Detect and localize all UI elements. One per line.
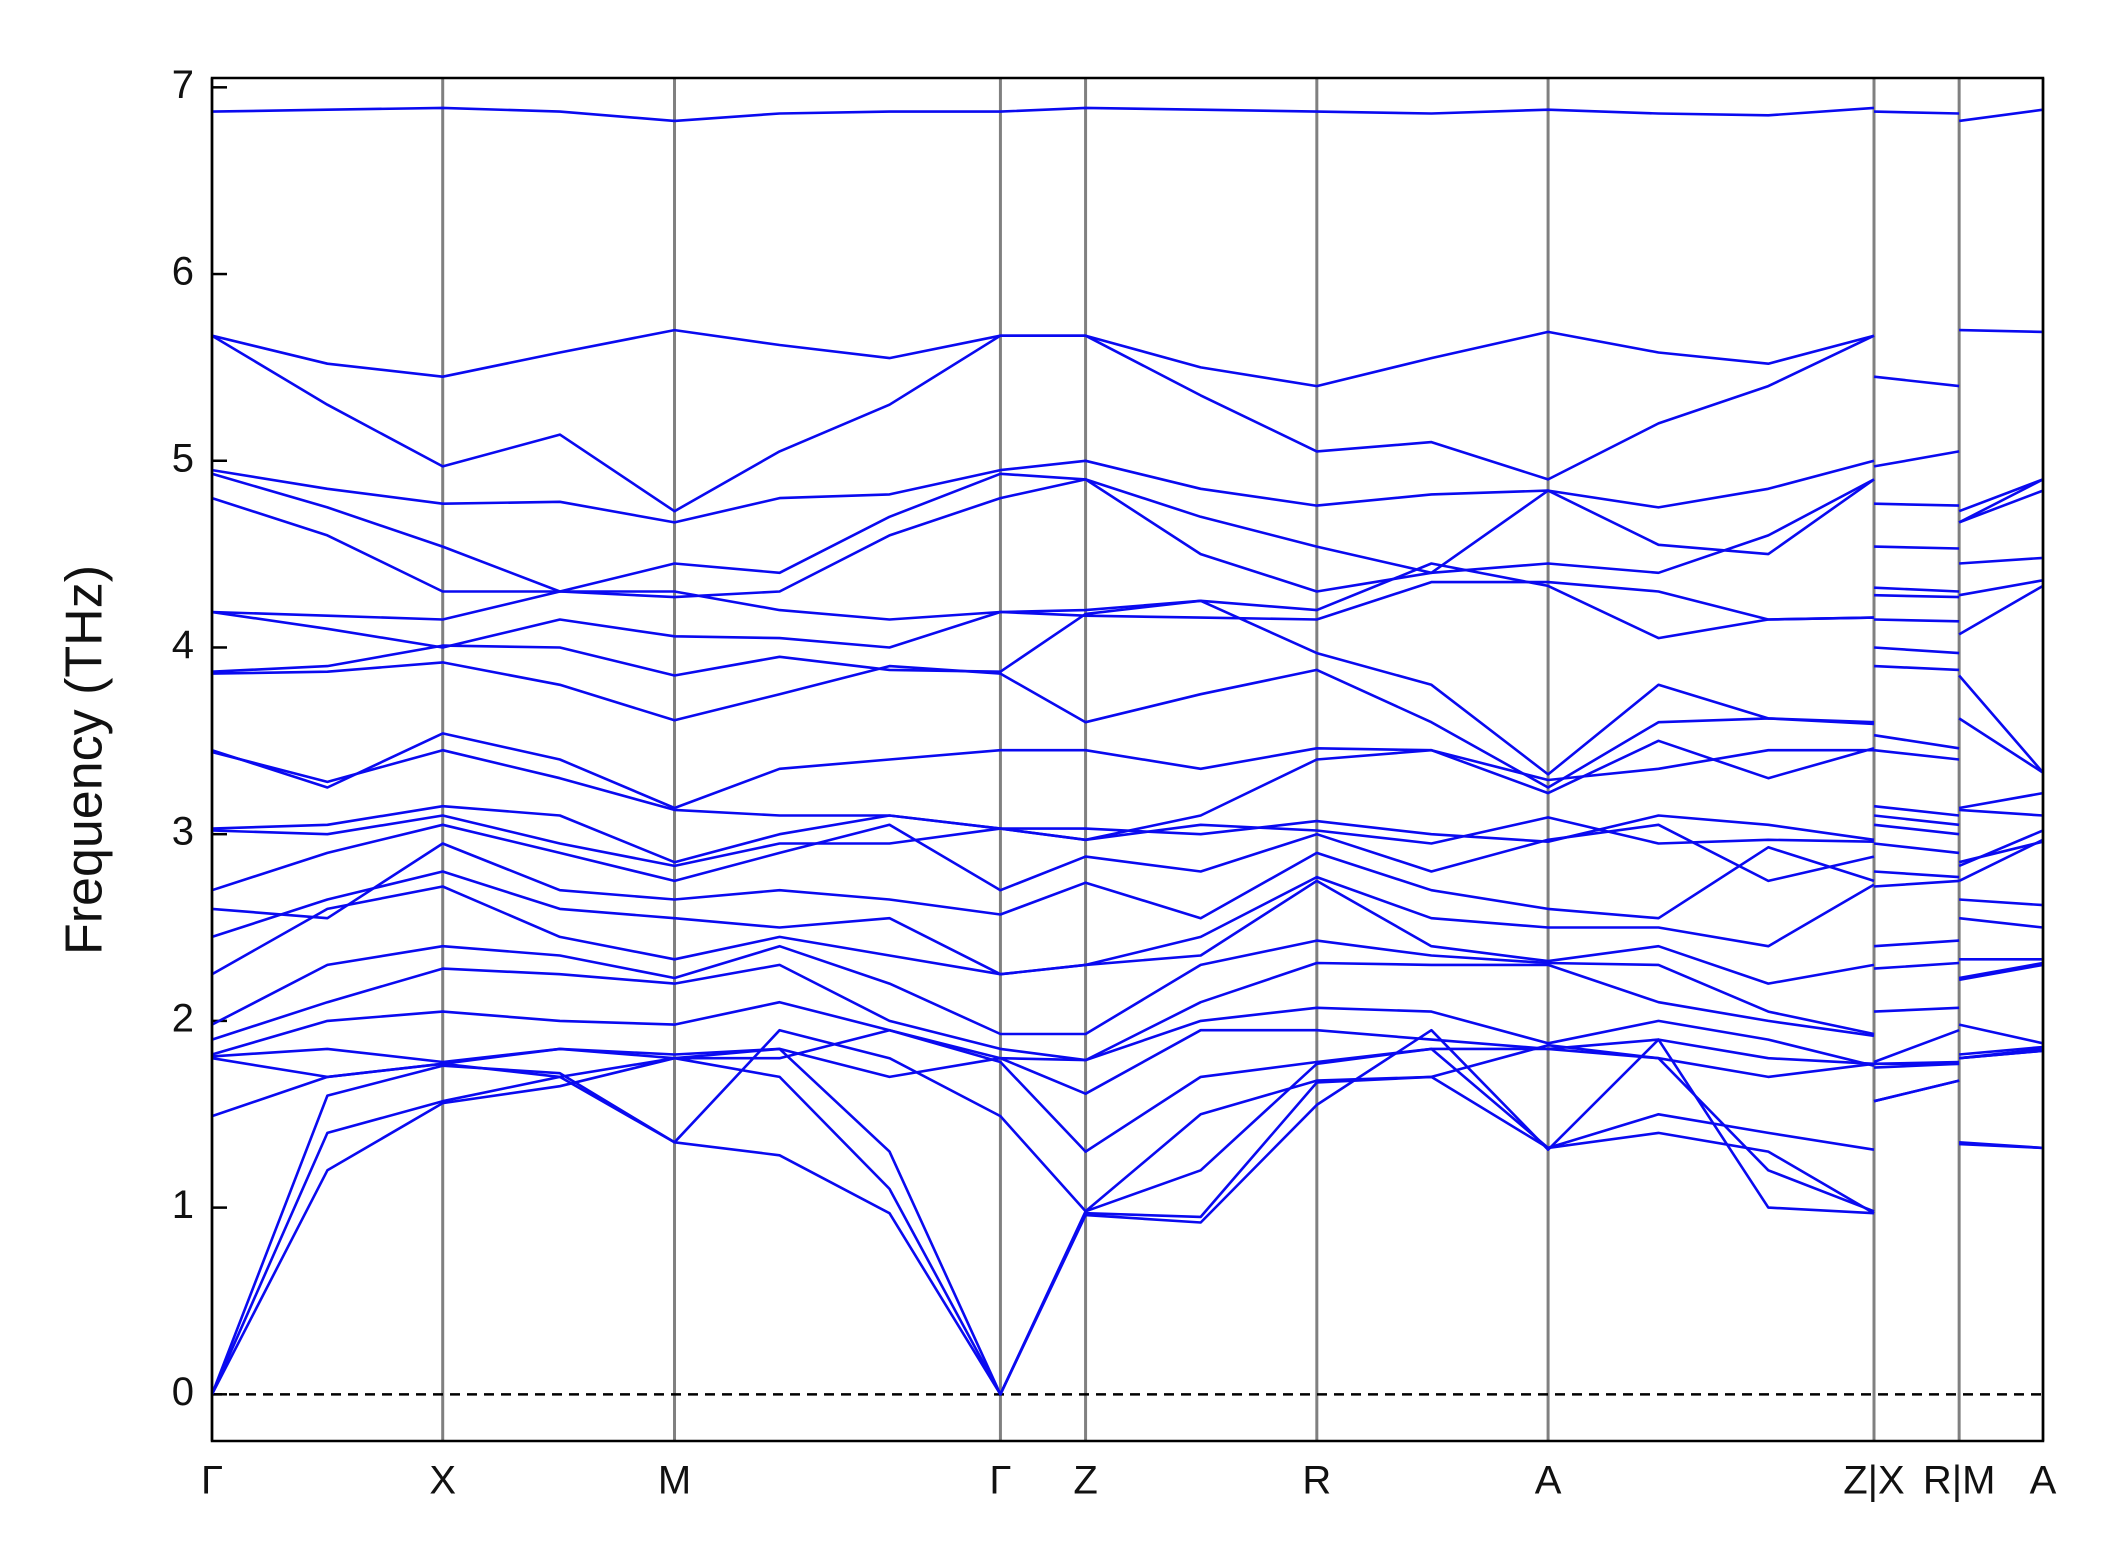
x-tick-label: Γ (201, 1459, 223, 1503)
band-line (212, 814, 2043, 868)
y-tick-label: 5 (172, 436, 194, 480)
band-line (212, 939, 2043, 1036)
band-line (212, 579, 2043, 621)
x-tick-label: Z (1073, 1459, 1097, 1503)
x-tick-label: R|M (1923, 1459, 1996, 1503)
band-line (212, 1047, 2043, 1396)
x-tick-label: R (1302, 1459, 1331, 1503)
band-line (212, 879, 2043, 985)
y-tick-label: 6 (172, 250, 194, 294)
band-line (212, 334, 2043, 513)
band-line (212, 562, 2043, 649)
band-line (212, 842, 2043, 920)
y-axis-label: Frequency (THz) (56, 565, 114, 955)
y-tick-label: 4 (172, 623, 194, 667)
band-line (212, 472, 2043, 593)
x-tick-label: A (1535, 1459, 1562, 1503)
plot-frame (210, 76, 2045, 1443)
x-tick-label: Γ (989, 1459, 1011, 1503)
band-line (212, 459, 2043, 524)
band-line (212, 732, 2043, 810)
x-tick-label: M (658, 1459, 691, 1503)
band-line (212, 106, 2043, 123)
band-line (212, 870, 2043, 976)
band-line (212, 478, 2043, 599)
y-tick-label: 0 (172, 1370, 194, 1414)
x-tick-label: A (2030, 1459, 2057, 1503)
x-tick-label: X (429, 1459, 456, 1503)
band-line (212, 661, 2043, 789)
y-tick-label: 2 (172, 996, 194, 1040)
band-line (212, 1028, 2043, 1396)
y-tick-label: 7 (172, 63, 194, 107)
band-line (212, 961, 2043, 1062)
band-line (212, 1000, 2043, 1067)
x-tick-label: Z|X (1843, 1459, 1905, 1503)
band-line (212, 599, 2043, 776)
y-tick-label: 1 (172, 1183, 194, 1227)
y-tick-label: 3 (172, 810, 194, 854)
band-line (212, 823, 2043, 892)
